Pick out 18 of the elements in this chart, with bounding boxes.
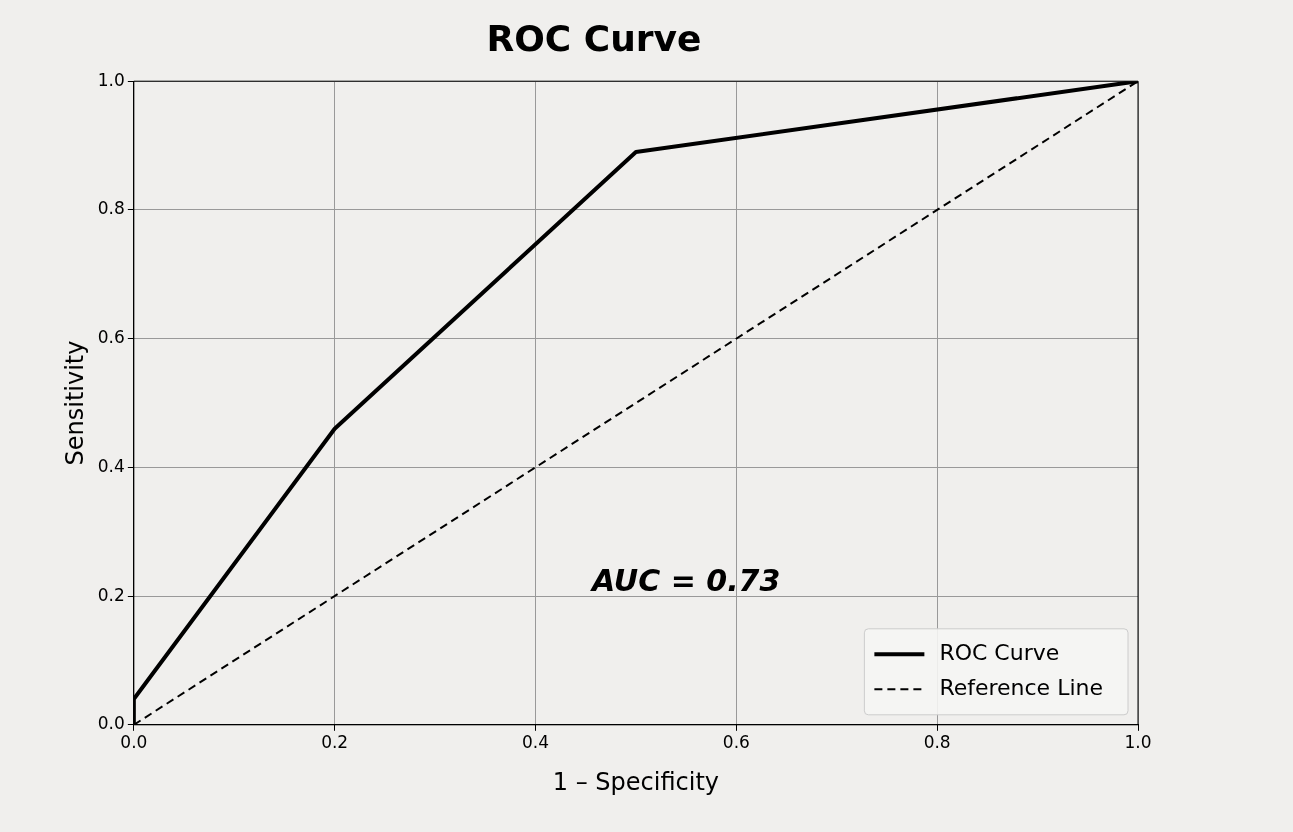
x-axis-title: 1 – Specificity (552, 767, 720, 796)
x-tick-label: 0.2 (321, 732, 349, 753)
x-tick-label: 0.0 (120, 732, 148, 753)
legend-label: ROC Curve (939, 640, 1060, 666)
y-tick-label: 0.6 (97, 327, 125, 348)
annotation: AUC = 0.73 (589, 563, 781, 598)
y-tick-label: 0.4 (97, 455, 125, 476)
x-tick-label: 1.0 (1124, 732, 1152, 753)
chart-title: ROC Curve (486, 17, 702, 59)
y-axis-title: Sensitivity (60, 340, 89, 466)
y-tick-label: 0.0 (97, 713, 125, 734)
y-tick-label: 1.0 (97, 69, 125, 90)
x-tick-label: 0.8 (923, 732, 951, 753)
x-tick-label: 0.6 (722, 732, 750, 753)
legend-label: Reference Line (939, 675, 1103, 701)
y-tick-label: 0.8 (97, 198, 125, 219)
x-tick-label: 0.4 (521, 732, 550, 753)
y-tick-label: 0.2 (97, 584, 125, 605)
